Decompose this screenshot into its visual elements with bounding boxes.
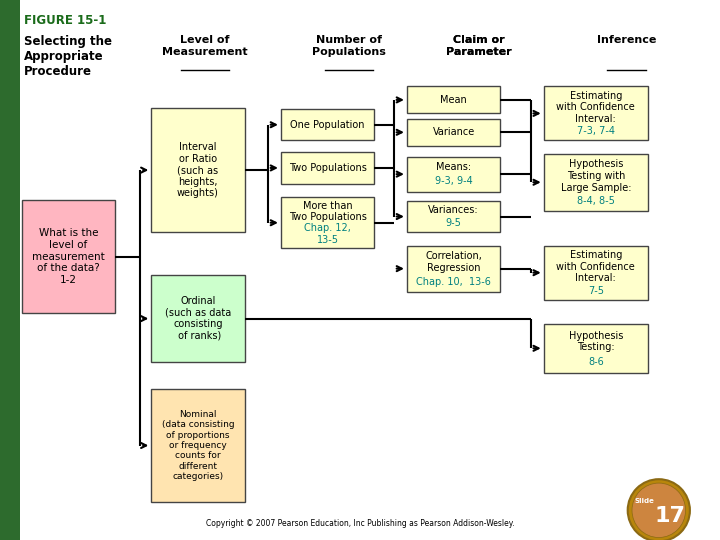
Bar — [407, 86, 500, 113]
Text: More than
Two Populations: More than Two Populations — [289, 200, 366, 222]
Text: Variances:: Variances: — [428, 205, 479, 215]
Bar — [281, 152, 374, 184]
Bar — [151, 275, 245, 362]
Bar — [281, 197, 374, 248]
Text: One Population: One Population — [290, 120, 365, 130]
Bar — [407, 119, 500, 146]
Text: 8-4, 8-5: 8-4, 8-5 — [577, 196, 615, 206]
Text: Level of
Measurement: Level of Measurement — [163, 35, 248, 57]
Text: Ordinal
(such as data
consisting
 of ranks): Ordinal (such as data consisting of rank… — [165, 296, 231, 341]
Text: Estimating
with Confidence
Interval:: Estimating with Confidence Interval: — [557, 91, 635, 124]
Bar — [281, 109, 374, 140]
Text: 7-5: 7-5 — [588, 286, 604, 296]
Bar — [544, 154, 648, 211]
Text: Selecting the
Appropriate
Procedure: Selecting the Appropriate Procedure — [24, 35, 112, 78]
Text: What is the
level of
measurement
of the data?
1-2: What is the level of measurement of the … — [32, 228, 105, 285]
Ellipse shape — [628, 479, 690, 540]
Text: Chap. 10,  13-6: Chap. 10, 13-6 — [416, 277, 491, 287]
Bar — [151, 108, 245, 232]
Text: 9-3, 9-4: 9-3, 9-4 — [435, 176, 472, 186]
Bar — [22, 200, 115, 313]
Text: 8-6: 8-6 — [588, 357, 603, 367]
Text: Nominal
(data consisting
of proportions
or frequency
counts for
different
catego: Nominal (data consisting of proportions … — [162, 410, 234, 481]
Bar — [544, 246, 648, 300]
Text: Means:: Means: — [436, 162, 471, 172]
Text: Estimating
with Confidence
Interval:: Estimating with Confidence Interval: — [557, 250, 635, 284]
Text: Claim or
Parameter: Claim or Parameter — [446, 35, 512, 57]
Text: 17: 17 — [654, 505, 685, 526]
Text: Interval
or Ratio
(such as
heights,
weights): Interval or Ratio (such as heights, weig… — [177, 142, 219, 198]
Bar — [407, 246, 500, 292]
Bar — [407, 157, 500, 192]
Text: 7-3, 7-4: 7-3, 7-4 — [577, 126, 615, 137]
Ellipse shape — [632, 483, 685, 537]
Text: 9-5: 9-5 — [446, 218, 462, 228]
Text: Slide: Slide — [634, 497, 654, 504]
Text: Mean: Mean — [440, 95, 467, 105]
Text: Claim or
Parameter: Claim or Parameter — [446, 35, 512, 57]
Text: Two Populations: Two Populations — [289, 163, 366, 173]
Text: Correlation,
Regression: Correlation, Regression — [426, 251, 482, 273]
Bar — [151, 389, 245, 502]
Text: Variance: Variance — [433, 127, 474, 137]
Bar — [544, 324, 648, 373]
Bar — [0, 0, 20, 540]
Bar — [407, 201, 500, 232]
Text: Number of
Populations: Number of Populations — [312, 35, 386, 57]
Text: FIGURE 15-1: FIGURE 15-1 — [24, 14, 106, 26]
Text: Chap. 12,
13-5: Chap. 12, 13-5 — [304, 224, 351, 245]
Text: Copyright © 2007 Pearson Education, Inc Publishing as Pearson Addison-Wesley.: Copyright © 2007 Pearson Education, Inc … — [206, 519, 514, 528]
Text: Hypothesis
Testing:: Hypothesis Testing: — [569, 330, 623, 352]
Text: Hypothesis
Testing with
Large Sample:: Hypothesis Testing with Large Sample: — [561, 159, 631, 193]
Bar — [544, 86, 648, 140]
Text: Inference: Inference — [597, 35, 656, 45]
